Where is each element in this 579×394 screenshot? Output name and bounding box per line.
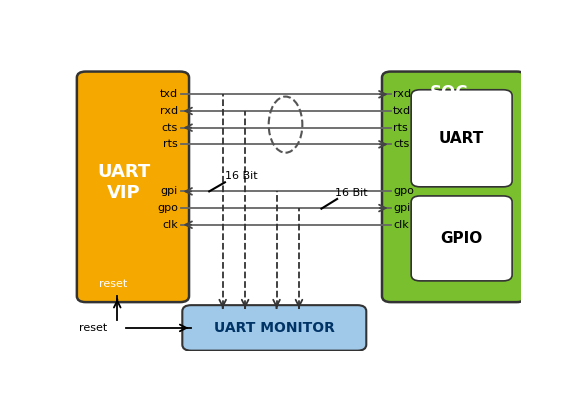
Text: UART MONITOR: UART MONITOR bbox=[214, 321, 335, 335]
Text: GPIO: GPIO bbox=[441, 231, 483, 246]
Text: rts: rts bbox=[163, 139, 178, 149]
Text: gpi: gpi bbox=[160, 186, 178, 196]
Text: gpo: gpo bbox=[393, 186, 414, 196]
FancyBboxPatch shape bbox=[411, 196, 512, 281]
Text: rts: rts bbox=[393, 123, 408, 133]
Text: clk: clk bbox=[393, 220, 409, 230]
Text: UART
VIP: UART VIP bbox=[97, 163, 150, 202]
Text: UART: UART bbox=[439, 131, 484, 146]
FancyBboxPatch shape bbox=[77, 72, 189, 302]
FancyBboxPatch shape bbox=[382, 72, 526, 302]
Text: gpo: gpo bbox=[157, 203, 178, 213]
Text: txd: txd bbox=[160, 89, 178, 99]
Text: gpi: gpi bbox=[393, 203, 411, 213]
Text: reset: reset bbox=[100, 279, 127, 289]
Text: cts: cts bbox=[393, 139, 409, 149]
Text: reset: reset bbox=[79, 323, 107, 333]
Text: txd: txd bbox=[393, 106, 411, 116]
Text: SOC: SOC bbox=[430, 84, 468, 102]
Text: rxd: rxd bbox=[160, 106, 178, 116]
Text: cts: cts bbox=[162, 123, 178, 133]
Text: clk: clk bbox=[162, 220, 178, 230]
Text: 16 Bit: 16 Bit bbox=[335, 188, 368, 198]
FancyBboxPatch shape bbox=[411, 90, 512, 187]
Text: rxd: rxd bbox=[393, 89, 411, 99]
FancyBboxPatch shape bbox=[182, 305, 367, 351]
Text: 16 Bit: 16 Bit bbox=[225, 171, 258, 181]
